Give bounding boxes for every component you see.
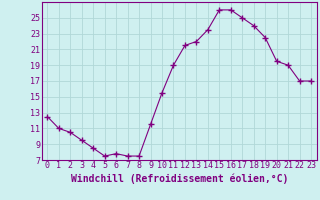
X-axis label: Windchill (Refroidissement éolien,°C): Windchill (Refroidissement éolien,°C) <box>70 173 288 184</box>
